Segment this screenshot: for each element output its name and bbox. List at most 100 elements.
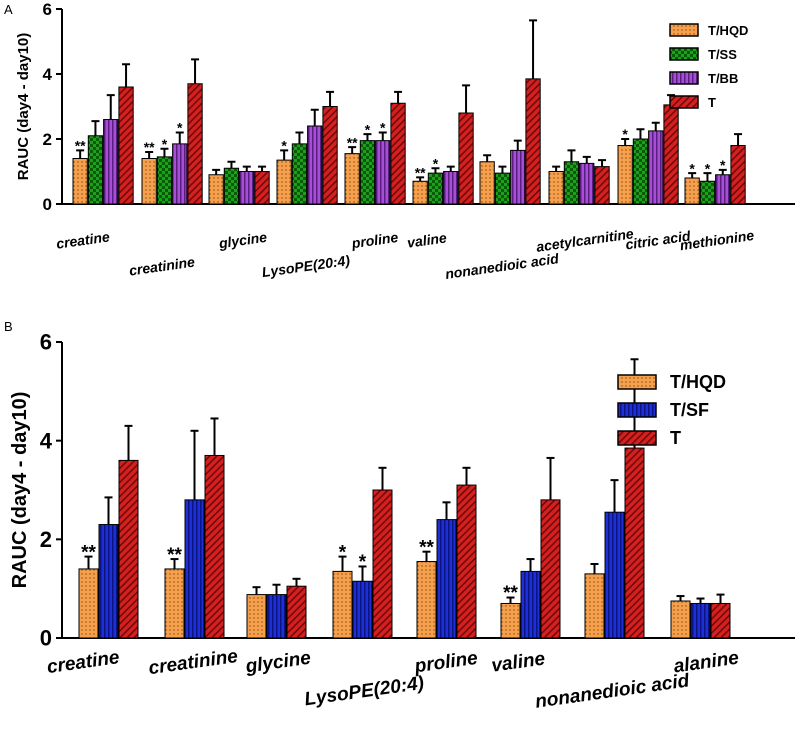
- bar-a-creatine-t-bb: [103, 119, 119, 205]
- significance-b-creatinine-t-hqd: **: [167, 545, 182, 566]
- significance-b-lysope-20-4-t-sf: *: [359, 552, 367, 573]
- y-tick-label-a-2: 4: [43, 65, 53, 84]
- bar-b-creatine-t-sf: [98, 524, 119, 639]
- y-tick-label-b-0: 0: [40, 626, 52, 651]
- bar-b-creatine-t: [118, 459, 139, 639]
- bar-a-proline-t: [390, 102, 406, 205]
- bar-a-proline-t-hqd: [344, 153, 360, 205]
- significance-a-citric-acid-t-hqd: *: [622, 126, 628, 142]
- y-tick-label-b-2: 4: [40, 428, 53, 453]
- bar-a-glycine-t-hqd: [208, 174, 224, 205]
- bar-b-creatine-t-hqd: [78, 568, 99, 639]
- y-tick-label-a-3: 6: [43, 0, 52, 19]
- category-label-b-creatinine: creatinine: [147, 646, 239, 679]
- significance-b-valine-t-hqd: **: [503, 583, 518, 604]
- bar-b-proline-t: [456, 484, 477, 639]
- bar-a-citric-acid-t-hqd: [617, 145, 633, 205]
- bar-a-valine-t-hqd: [412, 180, 428, 205]
- bar-b-proline-t-hqd: [416, 561, 437, 639]
- bar-a-creatine-t-hqd: [72, 158, 88, 205]
- bar-a-valine-t: [458, 112, 474, 205]
- panel-label-b: B: [4, 319, 13, 334]
- category-label-a-lysope-20-4: LysoPE(20:4): [261, 252, 351, 280]
- bar-a-creatinine-t-ss: [156, 156, 173, 205]
- bar-b-valine-t-sf: [520, 570, 541, 639]
- category-label-a-creatinine: creatinine: [128, 253, 196, 278]
- bar-b-nonanedioic-acid-t-sf: [604, 511, 625, 639]
- y-tick-label-b-3: 6: [40, 330, 52, 355]
- bar-a-lysope-20-4-t-bb: [307, 125, 323, 205]
- bar-b-creatinine-t-sf: [184, 499, 205, 639]
- bar-b-lysope-20-4-t: [372, 489, 393, 639]
- significance-a-proline-t-ss: *: [365, 121, 371, 137]
- category-label-a-nonanedioic-acid: nonanedioic acid: [444, 250, 560, 282]
- significance-a-lysope-20-4-t-hqd: *: [281, 138, 287, 154]
- bar-b-glycine-t: [286, 585, 307, 639]
- y-axis-label-b: RAUC (day4 - day10): [9, 392, 31, 589]
- category-label-a-acetylcarnitine: acetylcarnitine: [535, 225, 635, 255]
- category-label-a-creatine: creatine: [55, 228, 111, 251]
- bar-a-glycine-t-bb: [239, 171, 255, 205]
- significance-a-methionine-t-hqd: *: [689, 160, 695, 176]
- bar-a-methionine-t-hqd: [684, 177, 700, 205]
- bar-a-citric-acid-t: [663, 104, 679, 205]
- category-label-a-proline: proline: [350, 229, 400, 252]
- bar-b-alanine-t-sf: [690, 602, 711, 639]
- bar-a-proline-t-bb: [375, 140, 391, 205]
- bar-b-valine-t-hqd: [500, 602, 521, 639]
- significance-a-creatine-t-hqd: **: [75, 138, 86, 154]
- bar-a-creatine-t-ss: [87, 135, 104, 205]
- bar-b-glycine-t-sf: [266, 594, 287, 639]
- bar-a-valine-t-ss: [427, 172, 444, 205]
- bar-a-creatinine-t-bb: [172, 143, 188, 205]
- bar-b-lysope-20-4-t-sf: [352, 580, 373, 639]
- y-tick-label-a-1: 2: [43, 130, 52, 149]
- significance-b-lysope-20-4-t-hqd: *: [339, 542, 347, 563]
- y-tick-label-b-1: 2: [40, 527, 52, 552]
- legend-swatch-a-t-bb: [669, 71, 699, 85]
- category-label-a-valine: valine: [406, 229, 448, 250]
- legend-label-a-t: T: [708, 95, 716, 110]
- legend-swatch-b-t-hqd: [617, 374, 657, 390]
- bar-b-creatinine-t: [204, 454, 225, 639]
- bar-a-proline-t-ss: [359, 140, 376, 205]
- bar-a-nonanedioic-acid-t-ss: [494, 172, 511, 205]
- significance-a-proline-t-hqd: **: [347, 134, 358, 150]
- legend-label-b-t: T: [670, 428, 681, 448]
- bar-a-acetylcarnitine-t-hqd: [548, 171, 564, 205]
- legend-label-b-t-sf: T/SF: [670, 400, 709, 420]
- bar-b-valine-t: [540, 499, 561, 639]
- significance-a-valine-t-ss: *: [433, 155, 439, 171]
- y-tick-label-a-0: 0: [43, 195, 52, 214]
- legend-label-a-t-hqd: T/HQD: [708, 23, 748, 38]
- bar-b-nonanedioic-acid-t-hqd: [584, 573, 605, 639]
- category-label-b-glycine: glycine: [243, 648, 312, 678]
- significance-b-proline-t-hqd: **: [419, 537, 434, 558]
- bar-a-acetylcarnitine-t-ss: [563, 161, 580, 205]
- bar-a-methionine-t: [730, 145, 746, 205]
- bar-a-lysope-20-4-t: [322, 106, 338, 205]
- bar-b-alanine-t: [710, 602, 731, 639]
- bar-a-nonanedioic-acid-t: [525, 78, 541, 205]
- significance-a-creatinine-t-ss: *: [162, 136, 168, 152]
- significance-a-methionine-t-ss: *: [705, 160, 711, 176]
- bar-a-glycine-t-ss: [223, 167, 240, 205]
- bar-a-lysope-20-4-t-hqd: [276, 159, 292, 205]
- bar-a-nonanedioic-acid-t-bb: [510, 149, 526, 205]
- category-label-b-creatine: creatine: [46, 647, 122, 678]
- category-label-b-lysope-20-4: LysoPE(20:4): [303, 673, 425, 711]
- significance-a-creatinine-t-bb: *: [177, 120, 183, 136]
- bar-a-citric-acid-t-ss: [632, 138, 649, 205]
- category-label-a-methionine: methionine: [679, 227, 755, 253]
- y-axis-label-a: RAUC (day4 - day10): [15, 33, 32, 181]
- bar-a-nonanedioic-acid-t-hqd: [479, 161, 495, 205]
- category-label-b-proline: proline: [412, 648, 479, 678]
- bar-b-proline-t-sf: [436, 519, 457, 639]
- category-label-b-alanine: alanine: [672, 648, 740, 678]
- category-label-b-valine: valine: [490, 648, 547, 676]
- significance-a-creatinine-t-hqd: **: [144, 139, 155, 155]
- bar-a-acetylcarnitine-t: [594, 166, 610, 205]
- bar-a-methionine-t-ss: [699, 180, 716, 205]
